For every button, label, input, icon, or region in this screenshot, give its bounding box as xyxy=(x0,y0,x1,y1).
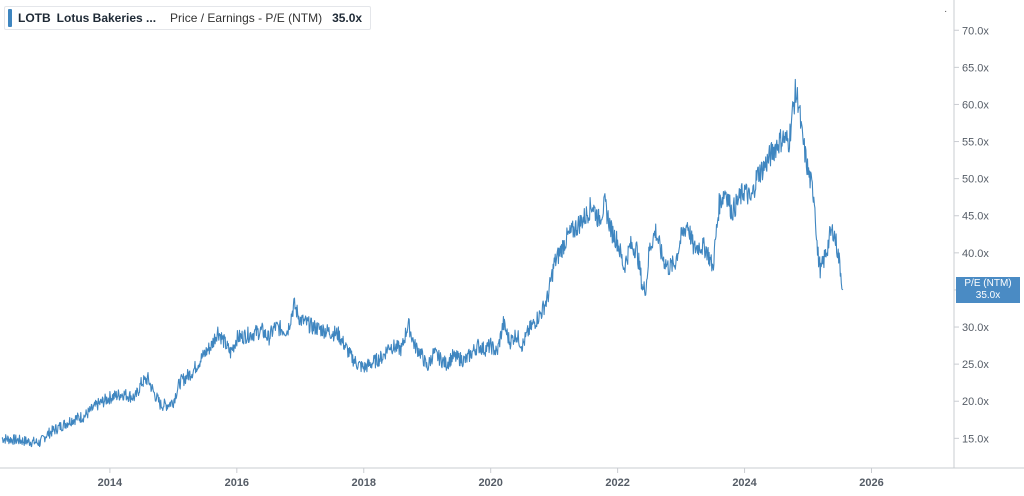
y-tick-label: 45.0x xyxy=(962,211,989,223)
x-tick-label: 2016 xyxy=(225,477,249,489)
x-axis: 2014 2016 2018 2020 2022 2024 2026 xyxy=(0,467,1024,489)
y-tick-label: 70.0x xyxy=(962,25,989,37)
x-tick-label: 2014 xyxy=(98,477,123,489)
legend[interactable]: LOTB Lotus Bakeries ... Price / Earnings… xyxy=(4,6,372,30)
y-tick-label: 25.0x xyxy=(962,359,989,371)
x-tick-label: 2024 xyxy=(732,477,757,489)
y-tick-label: 50.0x xyxy=(962,174,989,186)
legend-metric: Price / Earnings - P/E (NTM) xyxy=(170,11,323,25)
current-label-value: 35.0x xyxy=(975,289,1001,301)
x-tick-label: 2020 xyxy=(478,477,502,489)
legend-company: Lotus Bakeries ... xyxy=(56,11,157,25)
y-tick-label: 20.0x xyxy=(962,396,989,408)
legend-swatch xyxy=(8,9,12,27)
legend-ticker: LOTB xyxy=(18,11,51,25)
y-tick-label: 40.0x xyxy=(962,248,989,260)
y-tick-label: 15.0x xyxy=(962,433,989,445)
x-tick-label: 2022 xyxy=(605,477,629,489)
dots-menu-icon[interactable]: · xyxy=(944,6,948,17)
y-tick-label: 65.0x xyxy=(962,62,989,74)
y-axis: 15.0x20.0x25.0x30.0x35.0x40.0x45.0x50.0x… xyxy=(953,0,989,468)
plot-area xyxy=(1,78,844,448)
y-tick-label: 30.0x xyxy=(962,322,989,334)
x-tick-label: 2018 xyxy=(352,477,376,489)
y-tick-label: 55.0x xyxy=(962,137,989,149)
series-line xyxy=(1,78,844,448)
legend-value: 35.0x xyxy=(332,11,363,25)
y-tick-label: 60.0x xyxy=(962,99,989,111)
current-value-label: P/E (NTM) 35.0x xyxy=(956,276,1020,303)
current-label-metric: P/E (NTM) xyxy=(964,277,1012,289)
x-tick-label: 2026 xyxy=(859,477,883,489)
